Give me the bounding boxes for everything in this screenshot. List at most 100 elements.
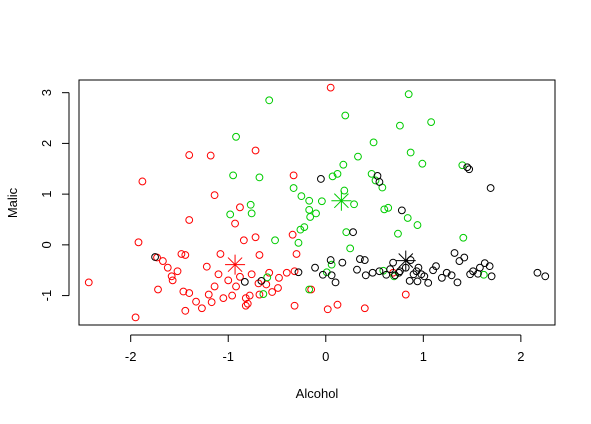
data-point xyxy=(346,244,355,253)
data-point xyxy=(382,270,391,279)
data-points xyxy=(84,83,550,322)
data-point xyxy=(459,233,468,242)
data-point xyxy=(455,257,464,265)
data-point xyxy=(168,276,177,285)
data-point xyxy=(305,196,314,205)
data-point xyxy=(463,163,472,172)
cluster-centroid-marker xyxy=(331,190,352,211)
data-point xyxy=(312,209,320,218)
data-point xyxy=(318,270,327,279)
data-point xyxy=(251,233,260,242)
data-point xyxy=(450,249,459,257)
data-point xyxy=(340,186,349,195)
data-point xyxy=(406,148,415,157)
data-point xyxy=(306,213,315,221)
data-point xyxy=(437,273,446,282)
data-point xyxy=(413,277,422,286)
data-point xyxy=(181,306,190,315)
data-point xyxy=(290,267,299,276)
y-axis-label: Malic xyxy=(5,187,20,218)
data-point xyxy=(541,272,550,281)
data-point xyxy=(263,273,272,282)
data-point xyxy=(226,210,235,219)
data-point xyxy=(265,268,274,277)
data-point xyxy=(282,268,291,277)
data-point xyxy=(349,228,357,237)
y-tick-label: 3 xyxy=(39,89,54,96)
data-point xyxy=(210,191,219,200)
data-point xyxy=(154,285,162,294)
data-point xyxy=(185,216,194,224)
cluster-centroid-marker xyxy=(395,250,416,271)
data-point xyxy=(331,278,340,287)
data-point xyxy=(297,192,306,201)
data-point xyxy=(288,230,297,239)
data-point xyxy=(326,83,335,92)
data-point xyxy=(265,96,274,105)
data-point xyxy=(401,290,410,299)
x-tick-label: -2 xyxy=(125,349,137,364)
data-point xyxy=(228,291,237,300)
data-point xyxy=(290,301,299,310)
data-point xyxy=(240,277,249,286)
data-point xyxy=(356,255,364,263)
data-point xyxy=(224,276,233,285)
data-point xyxy=(453,278,462,287)
data-point xyxy=(289,171,298,180)
data-point xyxy=(396,267,404,276)
data-point xyxy=(391,271,399,280)
data-point xyxy=(236,272,244,281)
data-point xyxy=(350,200,358,209)
data-point xyxy=(251,146,260,155)
x-axis: -2 -1 0 1 2 xyxy=(125,334,524,364)
data-point xyxy=(418,159,427,168)
data-point xyxy=(241,301,250,310)
data-point xyxy=(307,285,316,294)
data-point xyxy=(485,262,494,271)
data-point xyxy=(474,269,482,278)
data-point xyxy=(173,267,182,276)
data-point xyxy=(255,290,264,299)
data-point xyxy=(311,263,319,272)
data-point xyxy=(259,290,268,298)
data-point xyxy=(487,272,496,281)
x-tick-label: 2 xyxy=(517,349,524,364)
data-point xyxy=(236,203,244,212)
data-point xyxy=(460,253,469,262)
data-point xyxy=(198,304,206,313)
data-point xyxy=(427,118,436,127)
data-point xyxy=(327,260,336,269)
data-point xyxy=(341,111,350,120)
data-point xyxy=(271,236,279,245)
data-point xyxy=(185,289,194,297)
data-point xyxy=(328,172,337,181)
data-point xyxy=(384,203,393,212)
data-point xyxy=(323,305,332,314)
data-point xyxy=(232,132,240,141)
data-point xyxy=(305,285,314,294)
data-point xyxy=(361,271,370,280)
data-point xyxy=(424,278,433,287)
data-point xyxy=(300,223,309,232)
data-point xyxy=(432,262,440,271)
data-point xyxy=(339,160,348,169)
y-tick-label: -1 xyxy=(39,290,54,302)
y-tick-label: 1 xyxy=(39,191,54,198)
y-tick-label: 2 xyxy=(39,140,54,147)
x-tick-label: 0 xyxy=(322,349,329,364)
data-point xyxy=(243,299,252,308)
data-point xyxy=(342,228,351,237)
data-point xyxy=(386,265,395,274)
data-point xyxy=(338,258,347,267)
data-point xyxy=(413,221,422,229)
x-tick-label: -1 xyxy=(222,349,234,364)
centroids xyxy=(225,190,416,275)
data-point xyxy=(326,256,335,264)
data-point xyxy=(185,151,194,159)
x-tick-label: 1 xyxy=(420,349,427,364)
data-point xyxy=(371,176,380,185)
data-point xyxy=(317,197,326,206)
data-point xyxy=(163,263,172,272)
data-point xyxy=(414,263,423,272)
